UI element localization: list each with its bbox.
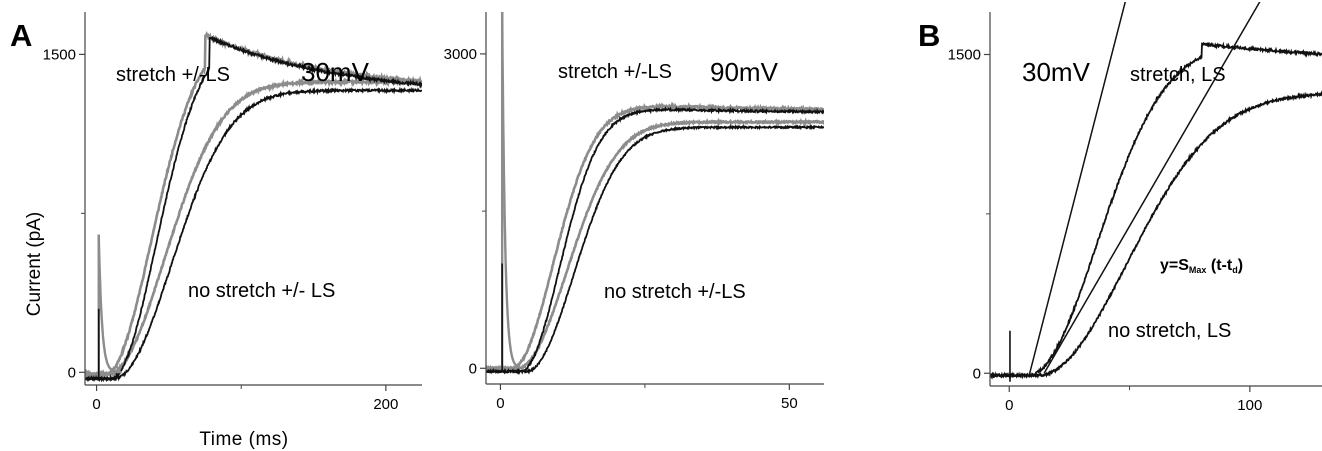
panel-b-no-stretch-annotation: no stretch, LS [1108, 320, 1231, 342]
trace-black-fast [85, 35, 422, 383]
formula-middle: (t-t [1206, 257, 1232, 274]
y-tick-label: 0 [973, 365, 981, 382]
panel-b-curves [990, 2, 1322, 382]
trace-gray-slow [85, 76, 422, 379]
trace-gray-fast [486, 101, 824, 373]
panel-b-axes: 0 100 0 1500 [948, 12, 1322, 414]
panel-b-voltage-label: 30mV [1022, 57, 1091, 87]
panel-a-middle-no-stretch-annotation: no stretch +/-LS [604, 281, 746, 303]
chart-panel-a-middle: 0 50 0 3000 90mV stretch +/-LS no stretch +… [444, 11, 824, 412]
x-tick-label: 0 [496, 395, 504, 412]
trace-black-slow [85, 86, 422, 383]
panel-a-middle-curves [486, 11, 824, 375]
panel-a-left-voltage-label: 30mV [301, 57, 370, 87]
trace-black-fast [486, 106, 824, 375]
panel-a-left-axes: 0 200 0 1500 [43, 12, 422, 413]
x-tick-label: 0 [1005, 397, 1013, 414]
formula-sub-d: d [1232, 265, 1238, 275]
x-tick-label: 50 [781, 395, 798, 412]
x-axis-title: Time (ms) [199, 429, 288, 450]
formula-sub-max: Max [1189, 265, 1207, 275]
panel-a-middle-axes: 0 50 0 3000 [444, 12, 824, 412]
chart-panel-b: 0 100 0 1500 30mV stretch, LS no stretch, L… [948, 2, 1322, 414]
trace-black-fast [990, 41, 1322, 380]
trace-black-slow [486, 124, 824, 375]
trace-black-slow [990, 90, 1322, 380]
y-tick-label: 0 [68, 364, 76, 381]
panel-a-left-no-stretch-annotation: no stretch +/- LS [188, 280, 335, 302]
fit-line-1 [1028, 2, 1126, 374]
panel-a-letter: A [10, 18, 32, 53]
panel-a-middle-stretch-annotation: stretch +/-LS [558, 61, 672, 83]
trace-gray-slow [486, 117, 824, 374]
spike-gray-decay [501, 11, 523, 370]
panel-b-fit-formula: y=SMax (t-td) [1160, 257, 1243, 275]
chart-panel-a-left: 0 200 0 1500 30mV stretch +/-LS no stretch … [43, 12, 422, 413]
x-tick-label: 100 [1237, 397, 1262, 414]
formula-suffix: ) [1238, 257, 1243, 274]
panel-a-middle-voltage-label: 90mV [710, 57, 779, 87]
x-tick-label: 200 [373, 396, 398, 413]
panel-b-stretch-annotation: stretch, LS [1130, 64, 1226, 86]
y-tick-label: 0 [469, 360, 477, 377]
panel-a-left-stretch-annotation: stretch +/-LS [116, 64, 230, 86]
y-tick-label: 1500 [43, 46, 76, 63]
y-tick-label: 1500 [948, 47, 981, 64]
spike-gray-decay [97, 234, 122, 374]
panel-b-letter: B [918, 18, 940, 53]
y-axis-title: Current (pA) [24, 212, 45, 317]
fit-line-2 [1043, 2, 1261, 374]
x-tick-label: 0 [92, 396, 100, 413]
y-tick-label: 3000 [444, 46, 477, 63]
panel-a-left-curves [85, 30, 422, 383]
formula-prefix: y=S [1160, 257, 1189, 274]
